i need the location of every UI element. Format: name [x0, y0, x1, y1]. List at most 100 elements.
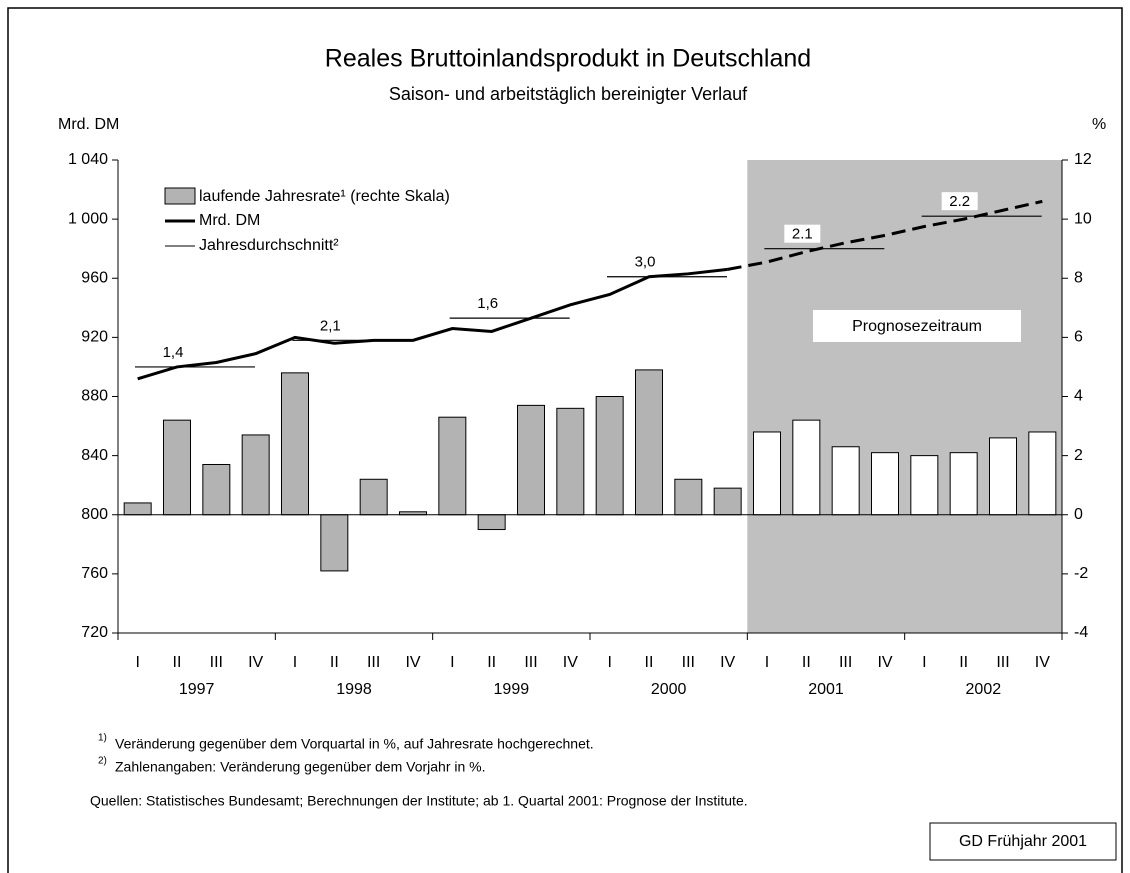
bar — [792, 419, 821, 516]
bar — [477, 514, 506, 531]
legend-label: Mrd. DM — [199, 212, 260, 229]
line — [137, 267, 728, 381]
year-label: 2001 — [808, 681, 844, 698]
y-tick-label: 960 — [81, 269, 108, 286]
y2-axis-label: % — [1092, 116, 1106, 133]
x-tick-label: II — [959, 654, 968, 671]
year-label: 2000 — [651, 681, 687, 698]
chart-title: Reales Bruttoinlandsprodukt in Deutschla… — [325, 45, 811, 73]
year-label: 1997 — [179, 681, 215, 698]
annotation-box — [784, 224, 821, 243]
x-tick-label: II — [173, 654, 182, 671]
bar — [359, 478, 388, 516]
chart-subtitle: Saison- und arbeitstäglich bereinigter V… — [389, 84, 748, 104]
bar — [320, 514, 349, 572]
x-tick-label: I — [607, 654, 611, 671]
bar — [1028, 431, 1057, 516]
footnote-marker: 2) — [98, 756, 107, 767]
bar — [949, 452, 978, 516]
y2-tick-label: 2 — [1074, 447, 1083, 464]
x-tick-label: I — [450, 654, 454, 671]
bar — [910, 455, 939, 516]
y-axis-label: Mrd. DM — [58, 116, 119, 133]
x-tick-label: I — [765, 654, 769, 671]
x-tick-label: IV — [877, 654, 892, 671]
frame — [7, 7, 1123, 873]
x-tick-label: I — [922, 654, 926, 671]
source: Quellen: Statistisches Bundesamt; Berech… — [90, 793, 748, 809]
bar — [202, 463, 231, 516]
y2-tick-label: 4 — [1074, 388, 1083, 405]
bar — [713, 487, 742, 516]
legend-label: laufende Jahresrate¹ (rechte Skala) — [199, 188, 450, 205]
bar — [753, 431, 781, 516]
y2-tick-label: -4 — [1074, 624, 1088, 641]
bar — [438, 416, 467, 516]
bar — [281, 372, 309, 516]
x-tick-label: III — [682, 654, 695, 671]
year-label: 1998 — [336, 681, 372, 698]
badge-box — [929, 822, 1117, 861]
y-tick-label: 920 — [81, 329, 108, 346]
bar — [123, 502, 152, 516]
annual-growth-label: 2.1 — [792, 226, 813, 243]
bar — [241, 434, 270, 516]
y-tick-label: 800 — [81, 506, 108, 523]
year-label: 2002 — [966, 681, 1002, 698]
y-tick-label: 1 000 — [68, 210, 108, 227]
y-tick-label: 880 — [81, 388, 108, 405]
badge: GD Frühjahr 2001 — [959, 833, 1087, 850]
x-tick-label: I — [293, 654, 297, 671]
bar — [163, 419, 191, 516]
annual-growth-label: 2.2 — [949, 193, 970, 210]
y-tick-label: 1 040 — [68, 151, 108, 168]
x-tick-label: IV — [248, 654, 263, 671]
bar — [674, 478, 703, 516]
year-label: 1999 — [494, 681, 530, 698]
y2-tick-label: -2 — [1074, 565, 1088, 582]
x-tick-label: III — [524, 654, 537, 671]
x-tick-label: III — [996, 654, 1009, 671]
bar — [635, 369, 663, 516]
x-tick-label: III — [210, 654, 223, 671]
annual-growth-label: 3,0 — [635, 254, 656, 271]
x-tick-label: I — [135, 654, 139, 671]
bar — [595, 396, 624, 516]
y2-tick-label: 8 — [1074, 269, 1083, 286]
x-tick-label: II — [487, 654, 496, 671]
x-tick-label: III — [839, 654, 852, 671]
x-tick-label: II — [330, 654, 339, 671]
x-tick-label: II — [802, 654, 811, 671]
legend-label: Jahresdurchschnitt² — [199, 237, 339, 254]
x-tick-label: III — [367, 654, 380, 671]
x-tick-label: IV — [720, 654, 735, 671]
bar — [871, 452, 899, 516]
bar — [556, 407, 585, 516]
bar — [517, 404, 545, 516]
annual-growth-label: 1,4 — [163, 344, 184, 361]
x-tick-label: IV — [1035, 654, 1050, 671]
x-tick-label: IV — [405, 654, 420, 671]
forecast-label: Prognosezeitraum — [852, 318, 982, 335]
forecast-label-box — [813, 310, 1021, 342]
annual-growth-label: 1,6 — [477, 295, 498, 312]
y2-tick-label: 12 — [1074, 151, 1092, 168]
footnote: Zahlenangaben: Veränderung gegenüber dem… — [115, 759, 486, 775]
y-tick-label: 760 — [81, 565, 108, 582]
bar — [989, 437, 1017, 516]
annual-growth-label: 2,1 — [320, 317, 341, 334]
line — [727, 199, 1043, 271]
footnote-marker: 1) — [98, 733, 107, 744]
y2-tick-label: 6 — [1074, 329, 1083, 346]
y2-tick-label: 0 — [1074, 506, 1083, 523]
bar — [831, 446, 860, 516]
y-tick-label: 720 — [81, 624, 108, 641]
x-tick-label: IV — [563, 654, 578, 671]
y2-tick-label: 10 — [1074, 210, 1092, 227]
y-tick-label: 840 — [81, 447, 108, 464]
footnote: Veränderung gegenüber dem Vorquartal in … — [115, 736, 594, 752]
x-tick-label: II — [645, 654, 654, 671]
legend-swatch — [164, 187, 196, 205]
annotation-box — [941, 192, 978, 211]
